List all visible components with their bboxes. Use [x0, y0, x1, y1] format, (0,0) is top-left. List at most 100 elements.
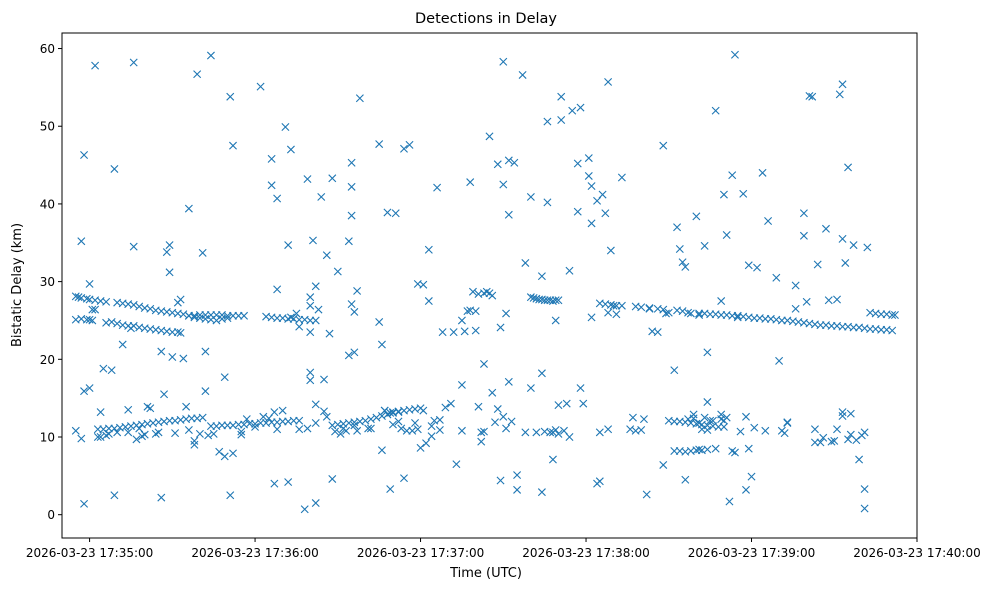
- data-point: [526, 384, 535, 393]
- data-point: [579, 399, 588, 408]
- data-point: [80, 499, 89, 508]
- data-point: [736, 427, 745, 436]
- data-point: [267, 154, 276, 163]
- data-point: [642, 490, 651, 499]
- chart-title: Detections in Delay: [415, 11, 557, 27]
- data-point: [286, 313, 295, 322]
- data-point: [344, 351, 353, 360]
- data-point: [350, 307, 359, 316]
- data-point: [311, 282, 320, 291]
- data-point: [849, 241, 858, 250]
- y-tick-label: 30: [40, 275, 55, 289]
- data-point: [753, 263, 762, 272]
- data-point: [314, 305, 323, 314]
- data-point: [568, 106, 577, 115]
- data-point: [91, 61, 100, 70]
- data-point: [366, 424, 375, 433]
- data-point: [830, 436, 839, 445]
- data-point: [598, 190, 607, 199]
- data-point: [306, 368, 315, 377]
- data-point: [711, 106, 720, 115]
- data-point: [284, 478, 293, 487]
- data-point: [209, 429, 218, 438]
- data-point: [355, 94, 364, 103]
- x-axis: 2026-03-23 17:35:00 2026-03-23 17:36:00 20…: [26, 538, 981, 560]
- y-tick-label: 0: [47, 508, 55, 522]
- data-point: [659, 141, 668, 150]
- data-point: [587, 219, 596, 228]
- data-point: [342, 426, 351, 435]
- data-point: [742, 412, 750, 421]
- data-point: [273, 425, 282, 434]
- data-point: [320, 407, 329, 416]
- data-point: [772, 273, 781, 282]
- data-point: [477, 437, 486, 446]
- data-point: [609, 301, 618, 310]
- data-point: [548, 455, 557, 464]
- y-tick-label: 40: [40, 197, 55, 211]
- data-point: [353, 286, 362, 295]
- x-tick-label: 2026-03-23 17:37:00: [357, 546, 484, 560]
- data-point: [311, 419, 320, 428]
- data-point: [507, 417, 516, 426]
- data-point: [99, 364, 108, 373]
- data-point: [499, 57, 508, 66]
- data-point: [526, 192, 535, 201]
- data-point: [286, 145, 295, 154]
- data-point: [394, 408, 403, 417]
- data-point: [347, 182, 356, 191]
- y-tick-label: 60: [40, 42, 55, 56]
- data-point: [391, 209, 400, 218]
- data-point: [118, 340, 127, 349]
- data-point: [526, 293, 535, 302]
- data-point: [537, 272, 546, 281]
- data-point: [860, 504, 869, 513]
- data-point: [637, 303, 646, 312]
- data-point: [168, 352, 177, 361]
- data-point: [223, 314, 232, 323]
- data-point: [165, 268, 174, 277]
- data-point: [311, 499, 320, 508]
- data-point: [226, 92, 235, 101]
- data-point: [157, 493, 166, 502]
- data-point: [295, 416, 304, 425]
- data-point: [457, 380, 466, 389]
- data-point: [96, 433, 105, 441]
- data-point: [344, 237, 353, 246]
- data-point: [129, 58, 138, 67]
- data-point: [126, 324, 135, 333]
- data-point: [251, 422, 260, 431]
- data-point: [201, 387, 210, 396]
- data-point: [479, 427, 488, 436]
- data-point: [74, 293, 83, 302]
- data-point: [659, 460, 668, 469]
- data-point: [303, 175, 312, 184]
- data-point: [110, 491, 119, 500]
- data-point: [435, 426, 444, 434]
- data-point: [670, 366, 679, 375]
- data-point: [267, 181, 276, 190]
- data-point: [273, 285, 282, 294]
- data-point: [708, 416, 717, 425]
- data-point: [750, 423, 759, 432]
- data-point: [171, 429, 180, 438]
- data-point: [328, 474, 337, 483]
- data-point: [85, 315, 94, 324]
- data-point: [554, 296, 563, 305]
- data-point: [722, 413, 731, 422]
- data-point: [733, 313, 742, 322]
- data-point: [659, 305, 668, 314]
- data-point: [226, 491, 235, 500]
- data-point: [695, 311, 704, 320]
- data-point: [791, 304, 800, 313]
- data-point: [703, 426, 712, 434]
- data-point: [102, 297, 111, 306]
- data-point: [85, 384, 94, 393]
- data-point: [237, 427, 246, 436]
- data-point: [816, 438, 825, 447]
- data-point: [692, 212, 701, 221]
- data-point: [551, 296, 560, 305]
- data-point: [890, 311, 899, 320]
